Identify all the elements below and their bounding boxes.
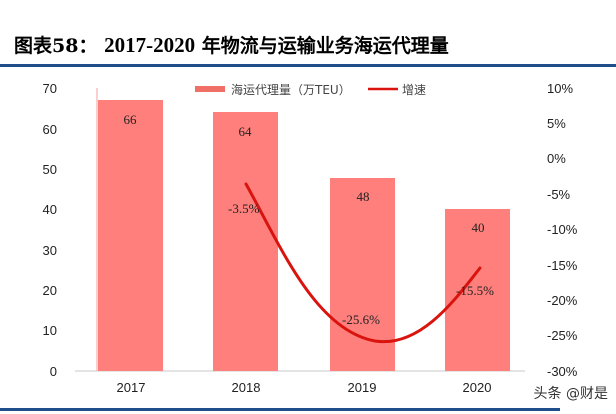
top-divider xyxy=(0,64,616,67)
bar-label-2019: 48 xyxy=(357,189,370,204)
right-tick: -20% xyxy=(547,293,578,308)
bar-2020 xyxy=(445,209,510,371)
right-tick: -30% xyxy=(547,364,578,379)
bar-label-2017: 66 xyxy=(124,112,138,127)
growth-line xyxy=(244,182,482,344)
left-tick: 0 xyxy=(50,364,57,379)
bar-2018 xyxy=(213,112,278,371)
chart-title: 图表58： 2017-2020 年物流与运输业务海运代理量 xyxy=(14,28,449,62)
right-tick: -15% xyxy=(547,258,578,273)
legend-line-label: 增速 xyxy=(402,83,426,97)
x-label: 2020 xyxy=(463,380,492,395)
left-tick: 30 xyxy=(43,243,57,258)
watermark: 头条 @财是 xyxy=(533,386,608,402)
bar-label-2020: 40 xyxy=(472,220,485,235)
x-label: 2017 xyxy=(117,380,146,395)
right-tick: -10% xyxy=(547,222,578,237)
bar-value-labels: 66 64 48 40 xyxy=(124,112,485,235)
right-tick: 5% xyxy=(547,116,566,131)
line-value-labels: -3.5% -25.6% -15.5% xyxy=(228,201,494,327)
x-label: 2019 xyxy=(348,380,377,395)
figure-label: 图表58： xyxy=(14,35,98,57)
legend-bar-swatch xyxy=(195,86,225,92)
right-tick: 0% xyxy=(547,151,566,166)
legend-bar-label: 海运代理量（万TEU） xyxy=(231,82,351,97)
left-axis-ticks: 70 60 50 40 30 20 10 0 xyxy=(43,81,57,379)
bar-series xyxy=(98,100,510,371)
bar-label-2018: 64 xyxy=(239,124,253,139)
left-tick: 50 xyxy=(43,162,57,177)
line-label-2020: -15.5% xyxy=(456,283,494,298)
left-tick: 60 xyxy=(43,122,57,137)
bottom-divider xyxy=(0,408,560,411)
left-tick: 70 xyxy=(43,81,57,96)
bar-2017 xyxy=(98,100,163,371)
x-label: 2018 xyxy=(232,380,261,395)
x-axis-labels: 2017 2018 2019 2020 xyxy=(117,380,492,395)
line-label-2018: -3.5% xyxy=(228,201,260,216)
left-tick: 40 xyxy=(43,202,57,217)
right-tick: 10% xyxy=(547,81,573,96)
title-text: 年物流与运输业务海运代理量 xyxy=(201,35,449,57)
legend: 海运代理量（万TEU） 增速 xyxy=(195,82,426,97)
left-tick: 10 xyxy=(43,323,57,338)
line-label-2019: -25.6% xyxy=(342,312,380,327)
right-tick: -25% xyxy=(547,328,578,343)
right-tick: -5% xyxy=(547,187,571,202)
right-axis-ticks: 10% 5% 0% -5% -10% -15% -20% -25% -30% xyxy=(547,81,578,379)
left-tick: 20 xyxy=(43,283,57,298)
title-years: 2017-2020 xyxy=(104,33,196,57)
